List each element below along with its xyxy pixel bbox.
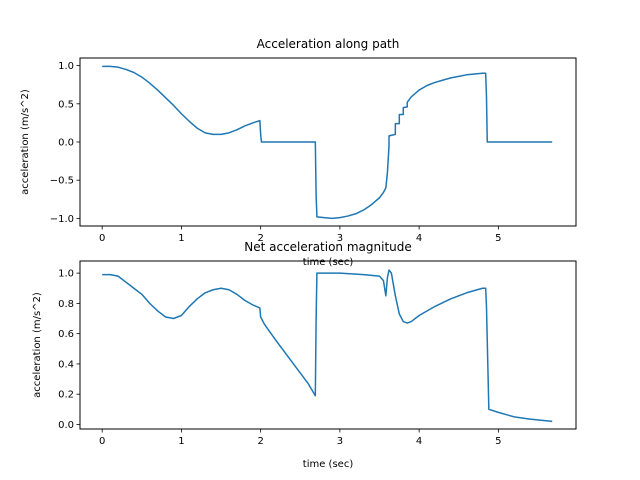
series-line (102, 269, 553, 423)
chart-title: Net acceleration magnitude (244, 240, 412, 254)
y-axis-label: acceleration (m/s^2) (20, 89, 31, 195)
x-tick-label: 3 (337, 436, 343, 447)
x-tick-label: 4 (416, 233, 422, 244)
axes-frame (79, 260, 577, 430)
series-group (102, 269, 553, 423)
x-tick-label: 1 (178, 436, 184, 447)
x-tick-label: 5 (495, 436, 501, 447)
y-tick-label: 0.0 (58, 420, 74, 431)
x-axis-label: time (sec) (303, 257, 354, 268)
x-tick-label: 2 (257, 436, 263, 447)
y-axis-ticks: 0.0 0.2 0.4 0.6 0.8 1.0 (58, 269, 80, 431)
chart-net-acceleration-magnitude: 0.0 0.2 0.4 0.6 0.8 1.0 0 1 2 3 4 5 Net accelerati… (32, 240, 577, 470)
chart-acceleration-along-path: Acceleration along path −1.0 −0.5 0.0 0.5 1.… (20, 37, 577, 268)
y-tick-label: 1.0 (58, 269, 74, 280)
y-axis-ticks: −1.0 −0.5 0.0 0.5 1.0 (50, 61, 80, 225)
y-tick-label: 0.5 (58, 99, 74, 110)
x-tick-label: 3 (337, 233, 343, 244)
x-tick-label: 4 (416, 436, 422, 447)
y-tick-label: −0.5 (50, 176, 74, 187)
x-tick-label: 2 (257, 233, 263, 244)
y-tick-label: 0.8 (58, 299, 74, 310)
y-tick-label: 1.0 (58, 61, 74, 72)
x-tick-label: 1 (178, 233, 184, 244)
series-line (102, 65, 553, 220)
y-tick-label: 0.6 (58, 329, 74, 340)
y-tick-label: 0.0 (58, 138, 74, 149)
x-axis-label: time (sec) (303, 459, 354, 470)
x-axis-ticks: 0 1 2 3 4 5 (99, 226, 502, 244)
series-group (102, 65, 553, 220)
chart-title: Acceleration along path (257, 37, 400, 51)
axes-frame (79, 57, 577, 227)
x-tick-label: 0 (99, 436, 105, 447)
y-axis-label: acceleration (m/s^2) (32, 292, 43, 398)
x-axis-ticks: 0 1 2 3 4 5 (99, 429, 502, 447)
x-tick-label: 5 (495, 233, 501, 244)
y-tick-label: 0.2 (58, 390, 74, 401)
y-tick-label: −1.0 (50, 214, 74, 225)
y-tick-label: 0.4 (58, 359, 74, 370)
x-tick-label: 0 (99, 233, 105, 244)
